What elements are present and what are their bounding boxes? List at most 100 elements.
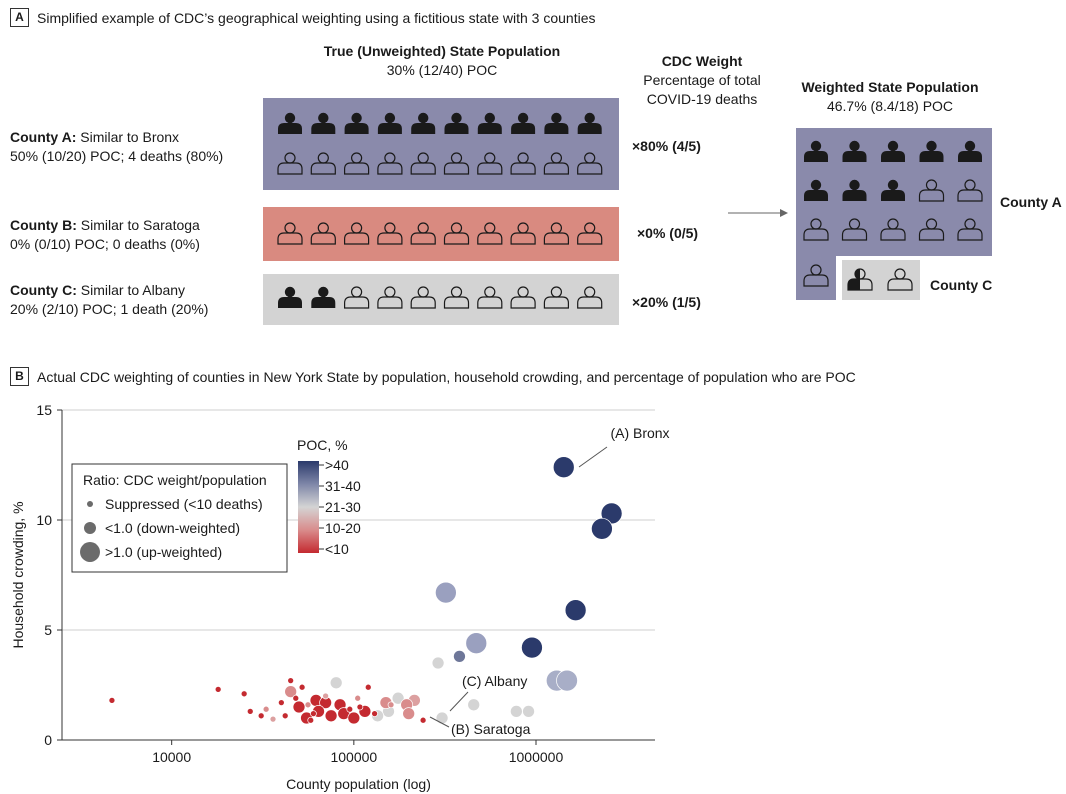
scatter-point [307,716,315,724]
scatter-point [269,715,277,723]
true-pop-value: 30% (12/40) POC [386,62,498,78]
scatter-point [346,705,354,713]
legends: Ratio: CDC weight/population Suppressed (… [71,437,361,573]
scatter-point [240,690,248,698]
county-c-label: County C: Similar to Albany 20% (2/10) P… [10,281,208,319]
county-c-weighted-label: County C [930,277,993,293]
scatter-point [257,712,265,720]
annotations: (A) Bronx (C) Albany (B) Saratoga [429,425,670,737]
county-b-box [263,207,619,261]
size-legend-marker [80,542,100,562]
x-tick-label: 100000 [330,749,377,765]
scatter-point [277,699,285,706]
weighted-people [803,140,983,291]
y-tick-label: 0 [44,732,52,748]
scatter-point [304,701,312,709]
scatter-point [322,692,329,700]
color-legend-label: 31-40 [325,478,361,494]
annotation-label: (C) Albany [462,673,527,689]
cdc-weight-heading: CDC Weight Percentage of total COVID-19 … [622,52,782,109]
scatter-point [324,709,338,723]
county-b-label: County B: Similar to Saratoga 0% (0/10) … [10,216,200,254]
scatter-point [292,700,306,714]
cdc-weight-line1: Percentage of total [643,72,761,88]
county-c-name: County C: [10,282,77,298]
scatter-point [402,707,416,720]
weighted-pop-value: 46.7% (8.4/18) POC [826,98,954,114]
panel-a-letter: A [10,8,29,27]
annotation-leader [578,446,608,468]
scatter-point [246,708,254,715]
size-legend-label: <1.0 (down-weighted) [105,520,240,536]
size-legend-box [71,463,288,573]
scatter-point [521,636,543,659]
county-a-name: County A: [10,129,77,145]
scatter-point [281,712,289,720]
color-legend-label: >40 [325,457,349,473]
county-a-detail: 50% (10/20) POC; 4 deaths (80%) [10,148,224,164]
scatter-point [465,632,488,655]
scatter-point [310,710,317,717]
x-axis-label: County population (log) [286,776,431,792]
weighted-partial-poc-person [847,268,873,291]
scatter-point [364,683,372,691]
color-legend-label: 10-20 [325,520,361,536]
scatter-point [347,711,361,725]
scatter-point [431,656,445,670]
size-legend-title: Ratio: CDC weight/population [83,472,267,488]
x-tick-label: 10000 [152,749,191,765]
county-a-box [263,98,619,190]
panel-b-caption: Actual CDC weighting of counties in New … [37,368,856,385]
true-pop-title: True (Unweighted) State Population [323,43,561,59]
county-a-weight: ×80% (4/5) [632,138,701,154]
partial-head-icon [855,269,860,279]
panel-a-caption: Simplified example of CDC’s geographical… [37,9,596,26]
scatter-point [453,650,466,663]
panel-a-header: A Simplified example of CDC’s geographic… [10,8,595,27]
scatter-point [564,599,587,622]
size-legend-label: Suppressed (<10 deaths) [105,496,263,512]
weighted-county-a-box [796,128,992,300]
true-pop-heading: True (Unweighted) State Population 30% (… [262,42,622,80]
scatter-point [556,669,578,692]
county-b-weight: ×0% (0/5) [637,225,699,241]
y-tick-label: 15 [36,402,52,418]
county-a-label: County A: Similar to Bronx 50% (10/20) P… [10,128,223,166]
weighted-pop-heading: Weighted State Population 46.7% (8.4/18)… [780,78,1000,116]
county-b-similar: Similar to Saratoga [80,217,200,233]
weighted-pop-title: Weighted State Population [801,79,979,95]
color-legend-label: 21-30 [325,499,361,515]
color-legend-title: POC, % [297,437,348,453]
scatter-point [356,703,364,711]
scatter-point [522,705,535,718]
scatter-point [262,705,270,713]
axes: 0 5 10 15 10000 100000 1000000 County populatio… [10,402,655,792]
x-tick-label: 1000000 [509,749,564,765]
scatter-point [391,691,405,705]
color-legend-label: <10 [325,541,349,557]
scatter-point [292,694,300,702]
county-c-similar: Similar to Albany [80,282,186,298]
scatter-point [329,676,343,690]
y-tick-label: 10 [36,512,52,528]
panel-b-header: B Actual CDC weighting of counties in Ne… [10,367,856,386]
size-legend-label: >1.0 (up-weighted) [105,544,222,560]
scatter-point [552,456,575,479]
cdc-weight-title: CDC Weight [661,53,743,69]
panel-b-letter: B [10,367,29,386]
county-b-detail: 0% (0/10) POC; 0 deaths (0%) [10,236,200,252]
scatter-point [354,694,362,702]
y-tick-label: 5 [44,622,52,638]
annotation-label: (B) Saratoga [451,721,531,737]
data-points [108,456,623,725]
scatter-point [600,502,623,525]
scatter-point [284,685,298,698]
scatter-chart: 0 5 10 15 10000 100000 1000000 County populatio… [10,402,670,792]
population-diagram [263,98,992,325]
scatter-point [298,683,306,691]
scatter-point [387,701,395,709]
scatter-point [435,711,449,725]
county-a-weighted-label: County A [1000,194,1062,210]
county-c-weight: ×20% (1/5) [632,294,701,310]
scatter-point [591,517,613,540]
